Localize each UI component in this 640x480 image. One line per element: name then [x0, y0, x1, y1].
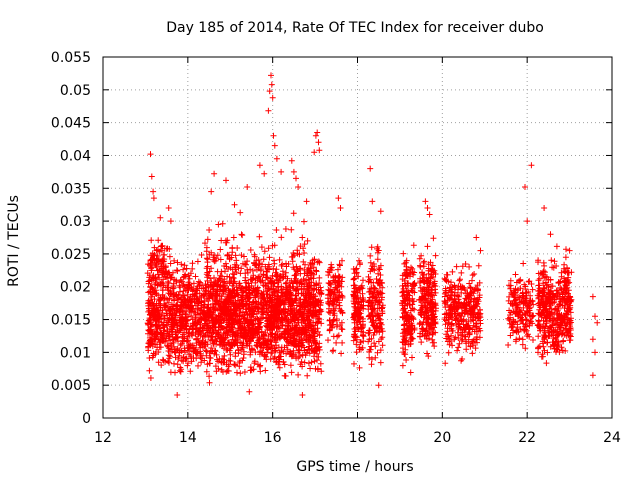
y-tick-labels: 0 0.005 0.01 0.015 0.02 0.025 0.03 0.035 0.04 0.0…	[51, 50, 91, 427]
y-tick-label: 0.01	[60, 345, 91, 361]
y-tick-label: 0	[82, 411, 91, 427]
x-tick-label: 16	[264, 430, 282, 446]
y-tick-label: 0.045	[51, 116, 91, 132]
y-tick-label: 0.02	[60, 280, 91, 296]
chart-title: Day 185 of 2014, Rate Of TEC Index for r…	[166, 20, 544, 36]
scatter-points	[144, 72, 601, 398]
y-tick-label: 0.035	[51, 181, 91, 197]
y-tick-label: 0.055	[51, 50, 91, 66]
x-axis-label: GPS time / hours	[296, 459, 413, 475]
axis-ticks	[102, 56, 613, 419]
grid-lines	[103, 57, 612, 418]
y-tick-label: 0.05	[60, 83, 91, 99]
x-tick-label: 20	[433, 430, 451, 446]
y-tick-label: 0.025	[51, 247, 91, 263]
y-tick-label: 0.005	[51, 378, 91, 394]
y-tick-label: 0.03	[60, 214, 91, 230]
roti-markers	[144, 72, 601, 398]
x-tick-label: 24	[603, 430, 621, 446]
x-tick-label: 12	[94, 430, 112, 446]
x-tick-label: 18	[349, 430, 367, 446]
x-tick-label: 22	[518, 430, 536, 446]
y-tick-label: 0.04	[60, 148, 91, 164]
x-tick-label: 14	[179, 430, 197, 446]
x-tick-labels: 12 14 16 18 20 22 24	[94, 430, 621, 446]
y-axis-label: ROTI / TECUs	[6, 195, 22, 287]
y-tick-label: 0.015	[51, 313, 91, 329]
